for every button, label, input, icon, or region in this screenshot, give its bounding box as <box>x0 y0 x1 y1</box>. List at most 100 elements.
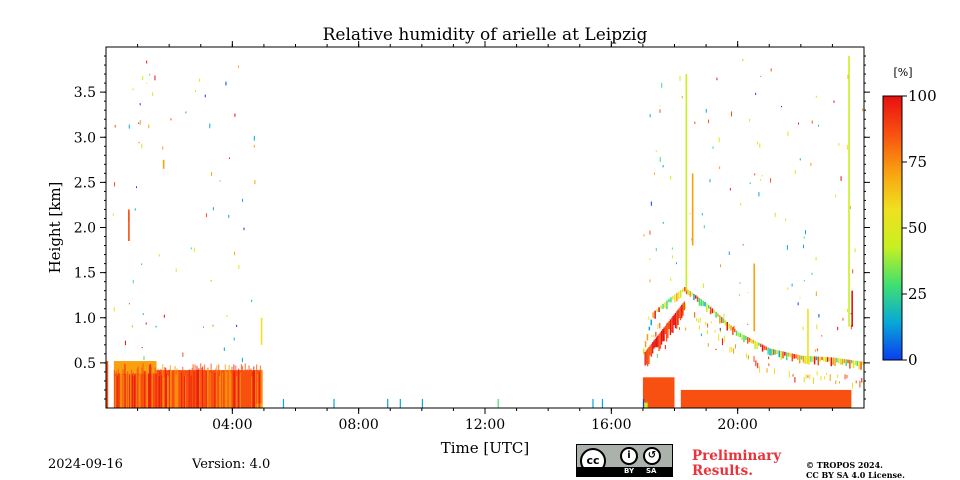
layer-top-point <box>849 359 851 369</box>
layer-top-point <box>823 356 825 362</box>
speckle-point <box>236 324 238 328</box>
humidity-column <box>202 370 205 408</box>
speckle-point <box>146 82 148 84</box>
speckle-point <box>253 135 255 141</box>
ground-spike <box>333 398 335 408</box>
speckle-point <box>112 213 114 216</box>
colorbar-tick-label: 0 <box>908 351 918 369</box>
speckle-point <box>649 114 651 118</box>
layer-top-point <box>674 294 676 303</box>
layer-top-point <box>759 365 761 373</box>
layer-top-point <box>706 303 708 313</box>
speckle-point <box>814 349 816 352</box>
speckle-point <box>204 94 206 98</box>
speckle-point <box>702 283 704 289</box>
humidity-column <box>193 370 195 408</box>
layer-top-point <box>773 368 775 375</box>
layer-top-point <box>747 355 749 360</box>
layer-top-point <box>733 348 735 354</box>
layer-top-point <box>735 330 738 336</box>
speckle-point <box>817 124 819 127</box>
copyright-note: © TROPOS 2024. CC BY SA 4.0 License. <box>806 460 905 480</box>
humidity-column <box>155 373 157 408</box>
layer-top-point <box>658 307 660 313</box>
layer-top-point <box>837 358 840 364</box>
speckle-point <box>138 122 140 124</box>
speckle-point <box>182 352 184 357</box>
layer-top-point <box>813 356 816 365</box>
ground-spike <box>642 398 645 408</box>
humidity-column <box>156 377 158 408</box>
humidity-column <box>130 370 132 408</box>
layer-top-point <box>771 348 773 356</box>
humidity-column <box>190 375 192 408</box>
layer-top-point <box>805 374 807 379</box>
humidity-column <box>243 375 245 408</box>
humidity-column <box>255 370 257 408</box>
plot-frame <box>105 46 865 409</box>
layer-top-point <box>858 361 860 370</box>
humidity-column <box>239 372 242 408</box>
speckle-point <box>798 122 800 125</box>
layer-top-point <box>650 343 653 357</box>
humidity-column <box>234 371 236 408</box>
humidity-column <box>169 365 171 408</box>
humidity-column <box>153 374 155 408</box>
speckle-point <box>149 73 151 76</box>
layer-top-point <box>668 320 670 330</box>
layer-top-point <box>768 363 770 367</box>
speckle-point <box>681 95 683 99</box>
layer-top-point <box>677 309 679 326</box>
humidity-column <box>128 367 130 408</box>
x-axis: 04:00 08:00 12:00 16:00 20:00 <box>137 41 833 433</box>
cc-by-sa-license-icon[interactable]: cc i ↺ BY SA <box>576 444 673 477</box>
humidity-column <box>173 373 175 408</box>
humidity-column <box>205 370 208 408</box>
speckle-point <box>761 175 763 177</box>
layer-top-point <box>802 355 805 363</box>
layer-top-point <box>753 356 755 362</box>
humidity-region <box>642 377 675 408</box>
speckle-point <box>251 299 253 302</box>
layer-top-point <box>696 296 699 302</box>
speckle-point <box>723 313 725 319</box>
layer-top-point <box>715 311 717 318</box>
humidity-column <box>195 370 197 408</box>
speckle-point <box>114 124 116 128</box>
humidity-column <box>145 370 147 408</box>
humidity-column <box>231 366 233 408</box>
speckle-point <box>655 150 657 152</box>
speckle-point <box>803 280 805 282</box>
humidity-column <box>194 364 196 408</box>
layer-top-point <box>722 318 725 323</box>
layer-top-point <box>851 382 853 389</box>
layer-top-point <box>707 323 709 328</box>
layer-top-point <box>843 359 846 364</box>
speckle-point <box>785 218 787 221</box>
layer-top-point <box>728 323 730 329</box>
layer-top-point <box>846 374 848 379</box>
speckle-point <box>233 337 235 341</box>
speckle-point <box>199 78 201 82</box>
humidity-column <box>183 373 185 408</box>
speckle-point <box>139 120 141 125</box>
layer-top-point <box>659 322 661 329</box>
speckle-point <box>209 123 211 129</box>
speckle-point <box>679 327 681 330</box>
layer-top-point <box>745 336 747 340</box>
layer-top-point <box>743 335 745 343</box>
speckle-point <box>676 262 678 265</box>
speckle-point <box>835 194 837 198</box>
speckle-point <box>234 251 236 256</box>
humidity-column <box>176 368 178 408</box>
speckle-point <box>706 329 708 335</box>
colorbar-unit: [%] <box>893 66 912 79</box>
humidity-column <box>131 375 134 408</box>
humidity-column <box>191 367 193 408</box>
speckle-point <box>755 92 757 96</box>
humidity-column <box>130 369 133 408</box>
layer-top-point <box>665 324 668 342</box>
layer-top-point <box>758 342 760 346</box>
humidity-column <box>159 370 161 408</box>
layer-top-point <box>766 368 768 373</box>
